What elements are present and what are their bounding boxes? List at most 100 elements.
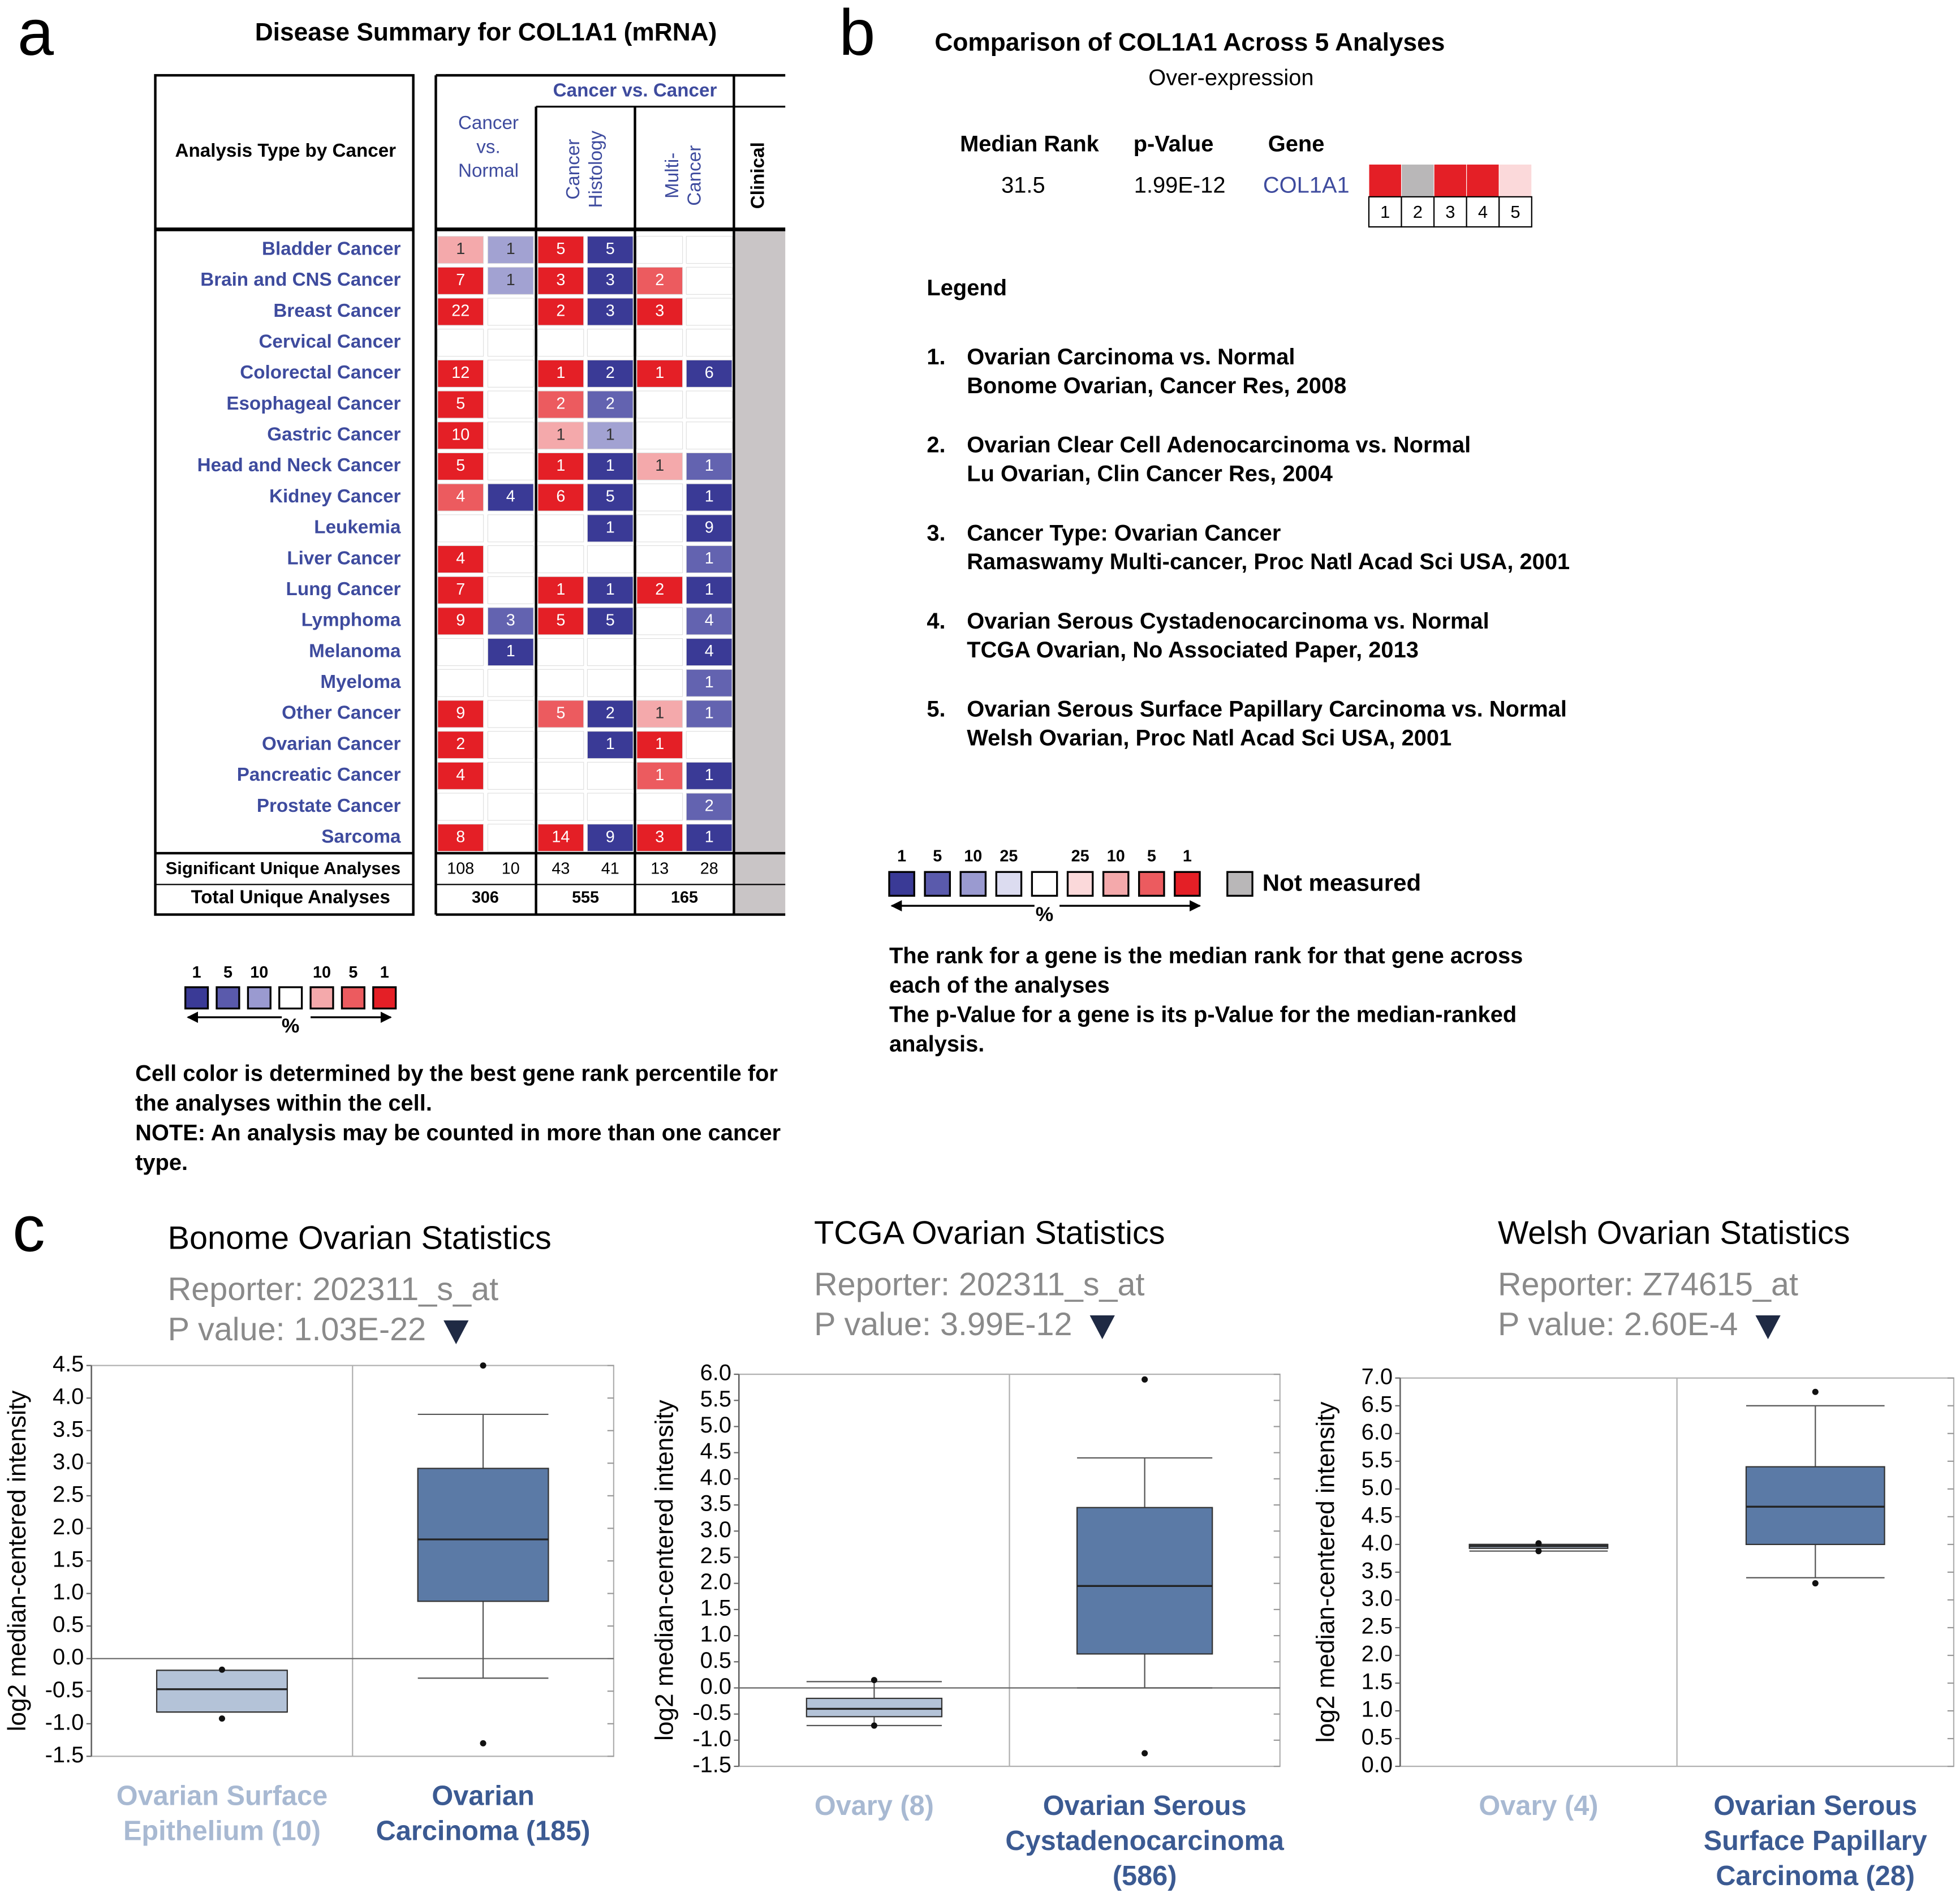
- legend-label: 10: [1107, 847, 1125, 865]
- heat-cell: [686, 390, 733, 419]
- heat-cell: [437, 298, 484, 326]
- item-text: Cancer Type: Ovarian Cancer: [967, 520, 1281, 545]
- y-tick-label: 0.0: [1362, 1753, 1393, 1778]
- item-number: 3.: [927, 520, 945, 545]
- cell-count: 1: [655, 766, 664, 784]
- legend-swatch: [1031, 871, 1058, 897]
- min-point: [1535, 1548, 1542, 1555]
- x-tick-label: (586): [1113, 1861, 1177, 1891]
- y-axis-label: log2 median-centered intensity: [3, 1390, 31, 1732]
- item-number: 2.: [927, 433, 945, 458]
- heat-cell: [537, 359, 584, 388]
- legend-swatch: [888, 871, 915, 897]
- heat-cell: [437, 483, 484, 511]
- cell-count: 5: [556, 612, 565, 630]
- heat-cell: [686, 452, 733, 481]
- cell-count: 5: [456, 457, 465, 475]
- gene: COL1A1: [1263, 173, 1350, 198]
- heat-cell: [1498, 164, 1532, 197]
- cell-count: 22: [451, 302, 469, 320]
- heat-cell: [587, 700, 634, 728]
- heat-cell: [686, 576, 733, 604]
- cell-count: 2: [705, 797, 714, 815]
- box: [805, 1697, 943, 1718]
- heat-cell: [487, 669, 534, 697]
- heat-cell: [686, 669, 733, 697]
- heat-cell: [537, 607, 584, 635]
- heat-cell: [437, 700, 484, 728]
- cell-count: 10: [451, 425, 469, 444]
- row-label: Bladder Cancer: [262, 238, 401, 259]
- legend-swatch: [372, 986, 397, 1010]
- row-label: Cervical Cancer: [259, 331, 400, 352]
- heat-cell: [686, 638, 733, 666]
- legend-label: 25: [1071, 847, 1089, 865]
- y-tick-label: 2.5: [700, 1543, 731, 1568]
- legend-label: 10: [964, 847, 982, 865]
- heat-cell: [636, 545, 683, 574]
- heat-cell: [537, 236, 584, 264]
- reporter: Reporter: Z74615_at: [1498, 1266, 1798, 1302]
- row-label: Gastric Cancer: [267, 424, 400, 445]
- significant-count: 43: [552, 859, 570, 877]
- legend-swatch: [1066, 871, 1094, 897]
- row-label: Ovarian Cancer: [262, 733, 401, 754]
- y-tick-label: 2.0: [700, 1569, 731, 1594]
- heat-cell: [437, 390, 484, 419]
- y-tick-label: 4.5: [53, 1352, 84, 1376]
- heat-cell: [437, 266, 484, 295]
- cell-count: 2: [606, 704, 615, 722]
- row-header: Analysis Type by Cancer: [175, 140, 397, 161]
- row-label: Sarcoma: [321, 826, 401, 847]
- heat-cell: [537, 266, 584, 295]
- analysis-number: 3: [1445, 202, 1455, 222]
- column-header: vs.: [476, 136, 500, 157]
- heat-cell: [686, 700, 733, 728]
- heat-cell: [537, 700, 584, 728]
- cell-count: 1: [705, 704, 714, 722]
- cell-count: 6: [556, 488, 565, 506]
- cell-count: 2: [655, 271, 664, 289]
- legend-label: 10: [313, 963, 331, 982]
- legend-swatch: [247, 986, 272, 1010]
- p-value: P value: 2.60E-4: [1498, 1306, 1738, 1343]
- y-tick-label: 5.0: [700, 1413, 731, 1438]
- box: [156, 1670, 288, 1713]
- note: the analyses within the cell.: [135, 1091, 432, 1116]
- heat-cell: [487, 390, 534, 419]
- y-tick-label: 1.5: [53, 1547, 84, 1572]
- heat-cell: [636, 700, 683, 728]
- cell-count: 1: [705, 580, 714, 599]
- heat-cell: [487, 638, 534, 666]
- heat-cell: [636, 452, 683, 481]
- item-number: 4.: [927, 609, 945, 634]
- y-tick-label: 1.5: [1362, 1670, 1393, 1694]
- row-label: Liver Cancer: [287, 548, 400, 569]
- item-text: Ovarian Serous Cystadenocarcinoma vs. No…: [967, 609, 1489, 634]
- cell-count: 9: [456, 704, 465, 722]
- y-tick-label: -1.0: [45, 1710, 84, 1735]
- y-tick-label: -1.5: [45, 1743, 84, 1767]
- p-value: P value: 3.99E-12: [814, 1306, 1072, 1343]
- cell-count: 1: [456, 240, 465, 258]
- y-tick-label: 4.5: [700, 1439, 731, 1464]
- y-tick-label: 1.0: [700, 1622, 731, 1647]
- heat-cell: [1466, 164, 1500, 197]
- cell-count: 3: [655, 828, 664, 846]
- row-label: Prostate Cancer: [257, 795, 401, 816]
- x-tick-label: Carcinoma (185): [376, 1815, 591, 1846]
- heat-cell: [537, 514, 584, 543]
- heat-cell: [437, 421, 484, 450]
- heat-cell: [487, 607, 534, 635]
- heat-cell: [437, 824, 484, 852]
- heat-cell: [1368, 164, 1402, 197]
- row-label: Lymphoma: [301, 610, 401, 631]
- heat-cell: [636, 731, 683, 759]
- sort-indicator: [1755, 1315, 1781, 1340]
- heat-cell: [587, 483, 634, 511]
- heat-cell: [636, 298, 683, 326]
- item-text: Bonome Ovarian, Cancer Res, 2008: [967, 373, 1346, 398]
- heat-cell: [537, 669, 584, 697]
- reporter: Reporter: 202311_s_at: [168, 1271, 498, 1307]
